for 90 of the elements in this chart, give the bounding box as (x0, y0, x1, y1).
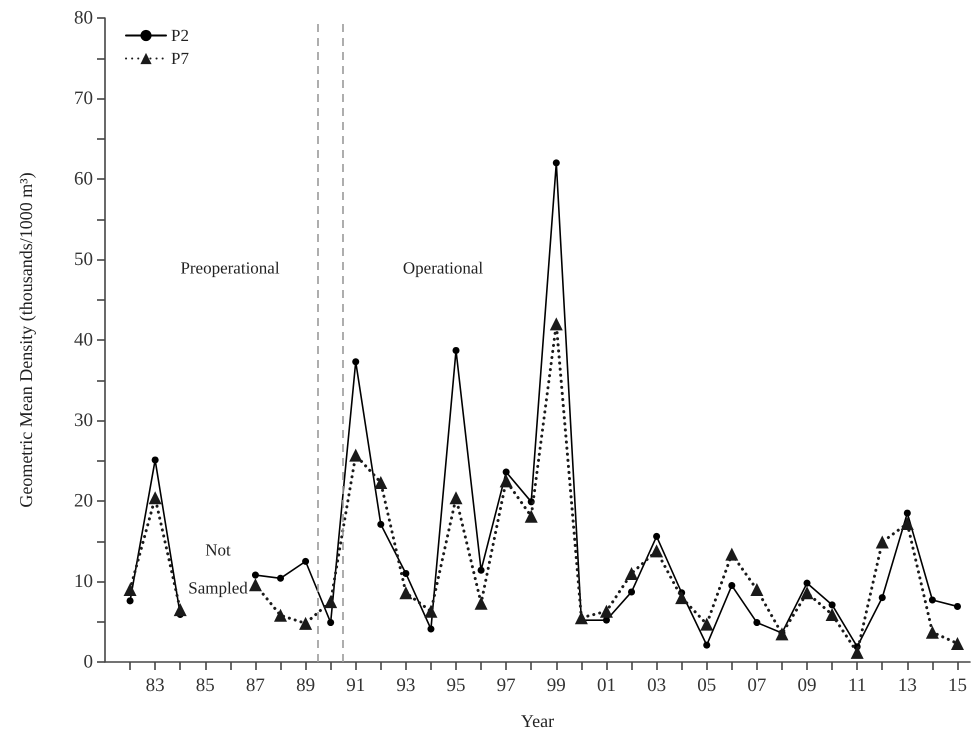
point (500, 474, 513, 488)
point (950, 636, 964, 650)
point (954, 602, 961, 610)
point (600, 604, 613, 618)
y-tick-label: 10 (74, 571, 93, 592)
point (625, 566, 638, 580)
point (675, 591, 688, 604)
x-tick-label: 01 (596, 675, 616, 696)
point (148, 491, 162, 504)
y-tick-label: 50 (74, 249, 93, 270)
point (327, 619, 334, 626)
point (628, 588, 636, 596)
legend-label: P7 (171, 49, 190, 68)
x-axis-title: Year (520, 711, 554, 731)
x-tick-label: 99 (546, 675, 566, 696)
x-tick-label: 03 (647, 675, 666, 696)
point (299, 616, 312, 630)
point (427, 625, 434, 632)
x-tick-label: 07 (747, 675, 766, 696)
x-tick-label: 11 (848, 675, 866, 696)
point (753, 619, 760, 626)
point (124, 583, 137, 596)
point (850, 646, 864, 659)
point (424, 604, 438, 618)
point (324, 595, 338, 608)
x-tick-label: 89 (296, 675, 316, 696)
point (552, 159, 560, 166)
point (750, 583, 764, 596)
y-tick-label: 20 (74, 490, 93, 512)
point (878, 594, 886, 602)
annotation: Not Sampled (188, 540, 248, 598)
point (478, 566, 485, 574)
point (524, 510, 538, 523)
point (399, 586, 412, 600)
point (703, 642, 710, 649)
point (725, 548, 738, 561)
point (274, 608, 288, 622)
point (650, 544, 664, 558)
point (550, 317, 563, 330)
point (574, 611, 588, 624)
point (248, 578, 262, 592)
point (926, 626, 939, 639)
point (277, 574, 284, 582)
y-tick-label: 40 (74, 330, 93, 350)
legend-label: P2 (171, 26, 189, 45)
y-tick-label: 60 (74, 168, 93, 190)
point (804, 580, 811, 587)
y-tick-label: 30 (74, 410, 93, 431)
point (152, 456, 159, 464)
y-tick-label: 80 (74, 8, 93, 28)
point (126, 597, 134, 604)
x-tick-label: 95 (446, 675, 466, 696)
x-tick-label: 09 (798, 675, 817, 696)
x-tick-label: 85 (196, 675, 215, 696)
point (374, 476, 388, 489)
point (502, 468, 510, 476)
point (352, 358, 360, 366)
x-tick-label: 91 (346, 675, 366, 696)
point (828, 601, 836, 608)
x-tick-label: 93 (396, 675, 416, 696)
x-tick-label: 87 (246, 675, 265, 696)
point (876, 536, 889, 549)
point (452, 346, 460, 354)
y-tick-label: 70 (74, 88, 93, 109)
point (900, 517, 914, 530)
y-tick-label: 0 (84, 652, 93, 672)
x-tick-label: 83 (146, 675, 165, 696)
point (302, 558, 310, 565)
point (800, 586, 814, 600)
annotation: Operational (402, 258, 484, 278)
point (928, 596, 936, 604)
point (904, 510, 911, 517)
x-tick-label: 05 (697, 675, 716, 696)
point (700, 618, 714, 631)
point (728, 582, 736, 590)
point (377, 520, 384, 528)
point (775, 627, 788, 640)
point (474, 596, 488, 610)
point (174, 603, 187, 616)
y-axis-title: Geometric Mean Density (thousands/1000 m³) (16, 172, 36, 508)
point (349, 448, 362, 462)
x-tick-label: 15 (948, 675, 967, 696)
point (653, 532, 660, 540)
x-tick-label: 97 (496, 675, 516, 696)
x-tick-label: 13 (898, 675, 917, 696)
point (826, 608, 839, 622)
point (252, 572, 259, 579)
point (450, 491, 463, 504)
annotation: Preoperational (180, 258, 280, 278)
point (402, 570, 410, 577)
